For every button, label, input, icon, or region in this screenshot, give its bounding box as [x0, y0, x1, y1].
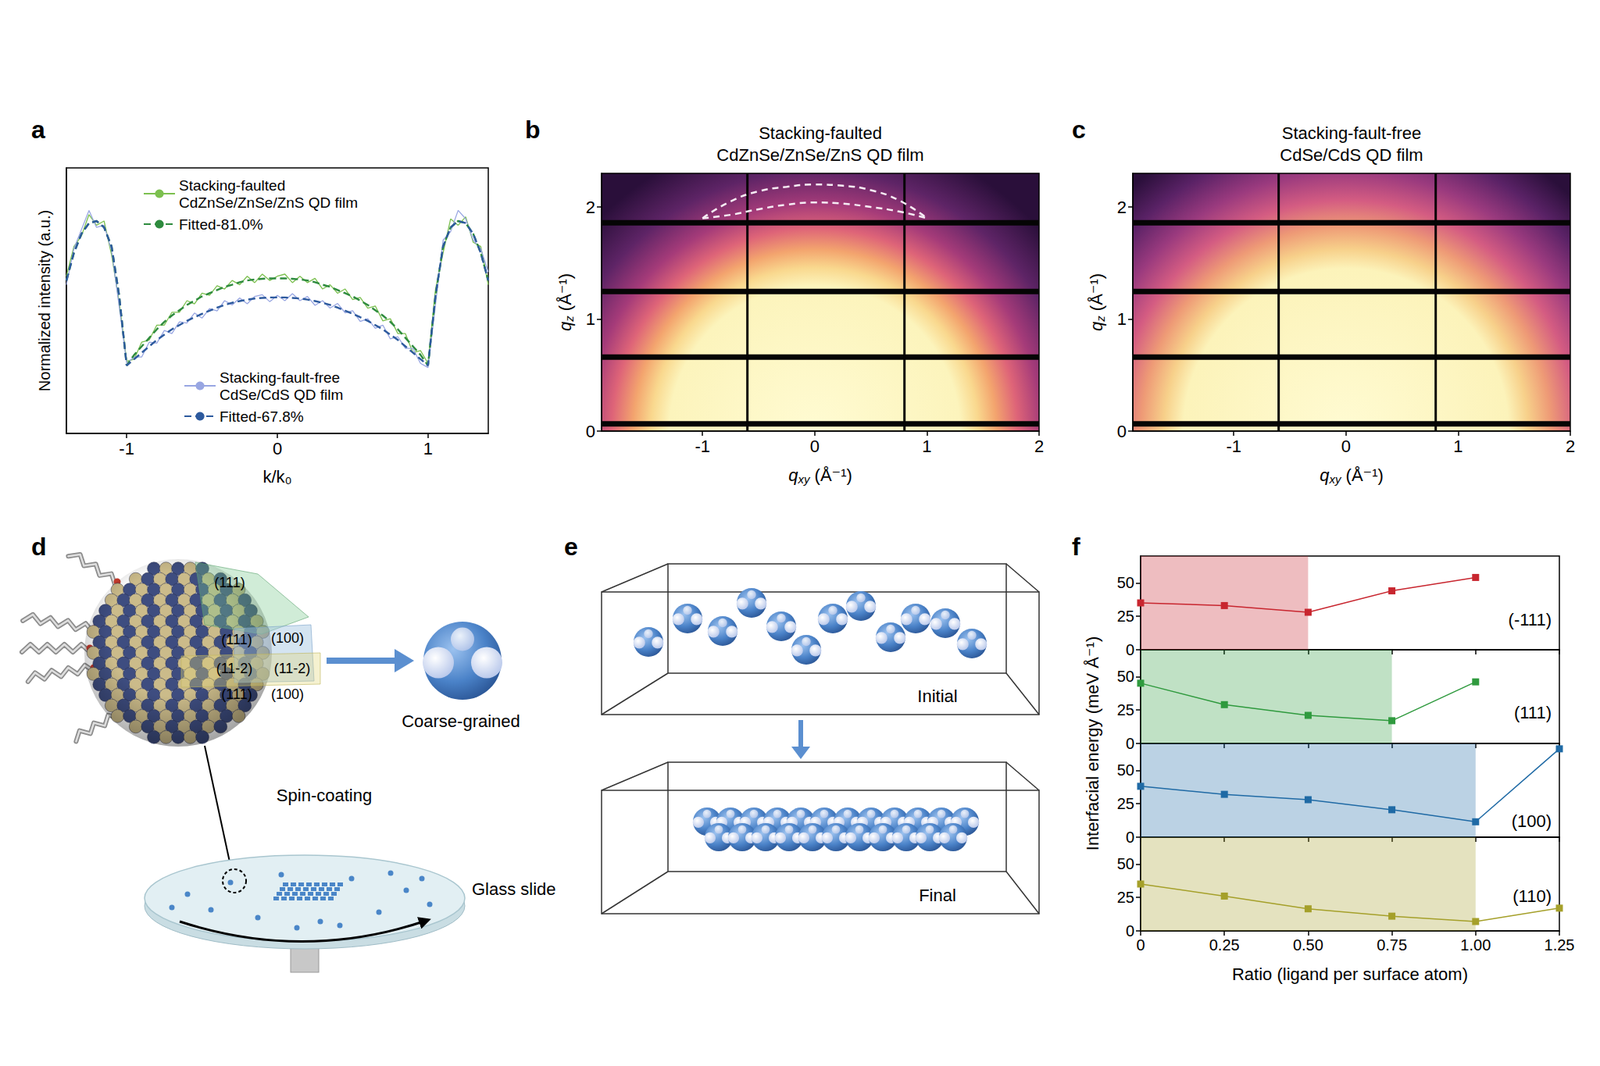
svg-text:0.25: 0.25: [1209, 936, 1240, 954]
svg-text:(Å⁻¹): (Å⁻¹): [809, 465, 852, 486]
svg-text:2: 2: [1117, 197, 1127, 218]
svg-text:Final: Final: [918, 885, 957, 906]
svg-text:(11-2): (11-2): [274, 660, 311, 677]
svg-text:1: 1: [921, 436, 932, 457]
html-text:c: c: [1071, 115, 1086, 144]
svg-text:50: 50: [1117, 761, 1135, 779]
svg-text:Fitted-67.8%: Fitted-67.8%: [219, 408, 304, 425]
svg-text:z: z: [562, 315, 576, 322]
svg-text:(111): (111): [1514, 703, 1552, 723]
svg-text:Spin-coating: Spin-coating: [276, 785, 372, 806]
svg-text:-1: -1: [694, 436, 711, 457]
svg-text:0: 0: [1135, 936, 1145, 954]
svg-text:Stacking-faulted: Stacking-faulted: [758, 123, 883, 143]
svg-text:(100): (100): [271, 686, 304, 703]
svg-text:CdSe/CdS QD film: CdSe/CdS QD film: [1279, 145, 1423, 165]
svg-text:Ratio (ligand per surface atom: Ratio (ligand per surface atom): [1232, 964, 1468, 985]
svg-text:0: 0: [1125, 922, 1135, 940]
svg-text:Stacking-faulted: Stacking-faulted: [178, 177, 286, 194]
svg-text:(Å⁻¹): (Å⁻¹): [555, 273, 575, 316]
svg-text:xy: xy: [796, 472, 811, 486]
svg-text:-1: -1: [1225, 436, 1242, 457]
svg-text:(11-2): (11-2): [216, 660, 254, 677]
html-text:b: b: [525, 115, 541, 144]
svg-text:Glass slide: Glass slide: [471, 879, 557, 900]
svg-text:CdZnSe/ZnSe/ZnS QD film: CdZnSe/ZnSe/ZnS QD film: [178, 194, 358, 211]
svg-text:0: 0: [1341, 436, 1351, 457]
svg-text:q: q: [788, 465, 799, 486]
svg-text:0: 0: [1117, 421, 1127, 442]
svg-text:2: 2: [585, 197, 596, 218]
svg-text:Normalized intensity (a.u.): Normalized intensity (a.u.): [35, 210, 54, 392]
svg-text:(110): (110): [1512, 886, 1552, 907]
svg-text:Fitted-81.0%: Fitted-81.0%: [178, 216, 264, 233]
svg-text:25: 25: [1117, 607, 1135, 625]
svg-text:2: 2: [1565, 436, 1575, 457]
svg-text:Interfacial energy (meV Å⁻¹): Interfacial energy (meV Å⁻¹): [1082, 636, 1103, 851]
svg-text:-1: -1: [118, 439, 135, 459]
svg-text:25: 25: [1117, 889, 1135, 907]
svg-text:(Å⁻¹): (Å⁻¹): [1086, 273, 1107, 316]
svg-text:(100): (100): [271, 630, 304, 647]
svg-text:50: 50: [1117, 855, 1135, 873]
svg-text:Stacking-fault-free: Stacking-fault-free: [1282, 123, 1422, 143]
svg-text:0: 0: [1125, 735, 1135, 753]
svg-text:Stacking-fault-free: Stacking-fault-free: [219, 369, 340, 386]
svg-text:k/k₀: k/k₀: [262, 467, 292, 487]
html-text:f: f: [1071, 532, 1081, 561]
svg-text:(Å⁻¹): (Å⁻¹): [1340, 465, 1383, 486]
svg-text:1.25: 1.25: [1544, 936, 1575, 954]
svg-text:25: 25: [1117, 795, 1135, 813]
svg-text:z: z: [1093, 315, 1108, 322]
svg-text:CdZnSe/ZnSe/ZnS QD film: CdZnSe/ZnSe/ZnS QD film: [716, 145, 924, 165]
svg-text:0: 0: [272, 439, 283, 459]
svg-text:1: 1: [1117, 309, 1127, 329]
svg-text:q: q: [555, 321, 575, 332]
svg-text:25: 25: [1117, 701, 1135, 719]
html-text:d: d: [31, 532, 47, 561]
svg-text:(111): (111): [221, 632, 252, 648]
html-text:e: e: [564, 532, 578, 561]
svg-text:0.50: 0.50: [1292, 936, 1324, 954]
svg-text:q: q: [1086, 321, 1107, 332]
svg-text:(111): (111): [221, 686, 252, 703]
svg-text:50: 50: [1117, 667, 1135, 686]
svg-text:0: 0: [1125, 828, 1135, 847]
svg-text:0: 0: [1125, 641, 1135, 659]
svg-text:(100): (100): [1511, 811, 1552, 832]
svg-text:50: 50: [1117, 574, 1135, 592]
svg-text:Coarse-grained: Coarse-grained: [401, 711, 521, 732]
svg-text:0: 0: [810, 436, 820, 457]
svg-text:CdSe/CdS QD film: CdSe/CdS QD film: [219, 386, 343, 404]
svg-text:0: 0: [585, 421, 596, 442]
svg-text:xy: xy: [1328, 472, 1343, 486]
svg-text:1: 1: [1453, 436, 1463, 457]
svg-text:(-111): (-111): [1508, 610, 1552, 630]
svg-text:q: q: [1319, 465, 1330, 486]
svg-text:1: 1: [585, 309, 596, 329]
svg-text:1.00: 1.00: [1460, 936, 1491, 954]
svg-text:1: 1: [423, 439, 433, 459]
html-text:a: a: [31, 115, 46, 144]
svg-text:0.75: 0.75: [1376, 936, 1408, 954]
svg-text:2: 2: [1034, 436, 1044, 457]
svg-text:(111): (111): [214, 575, 245, 591]
svg-text:Initial: Initial: [917, 686, 958, 707]
